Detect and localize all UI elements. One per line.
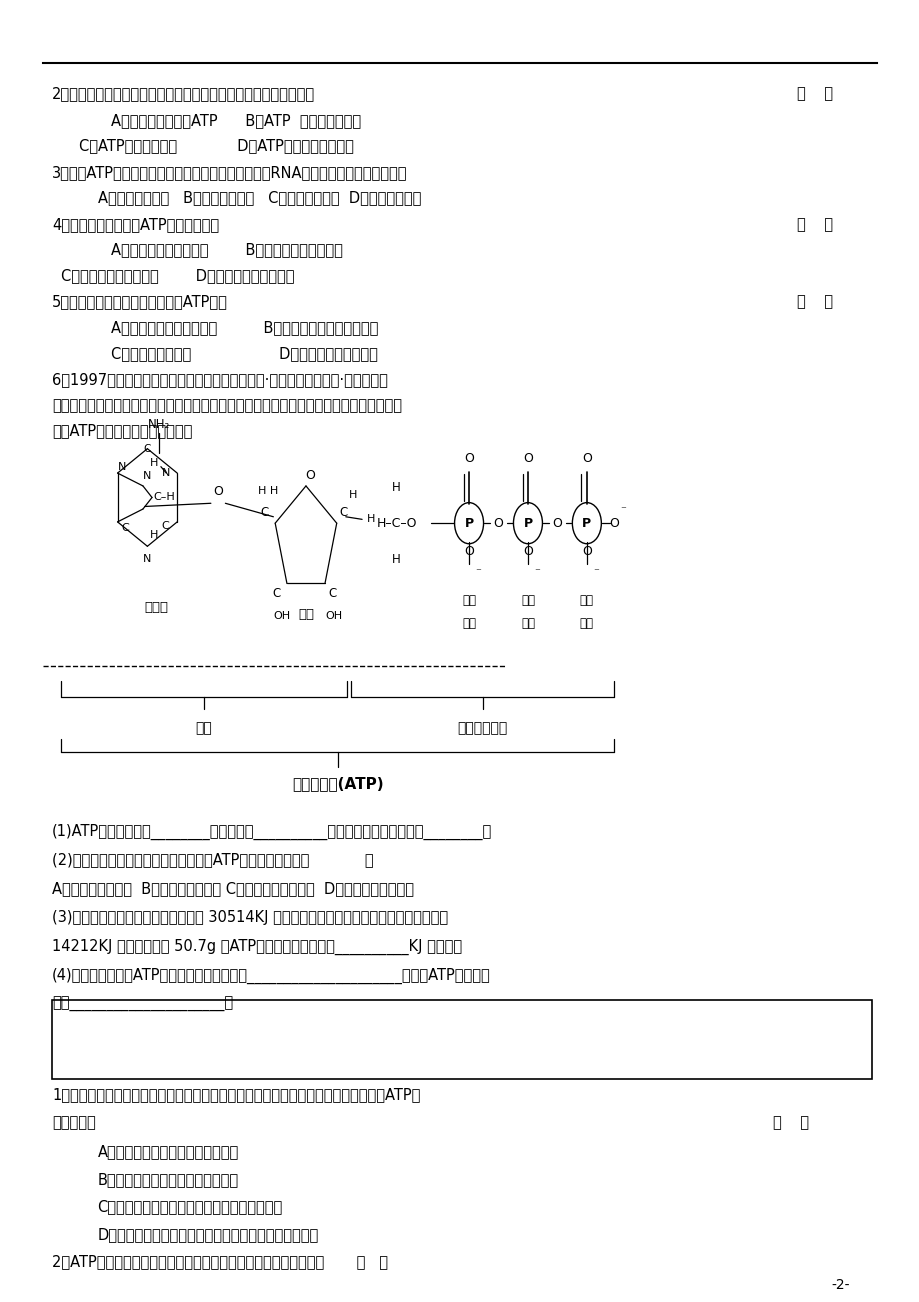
Text: NH₂: NH₂: [148, 418, 170, 431]
Text: D．通过糖类、脂肪、蛋白质转换成其他各种形式的能量: D．通过糖类、脂肪、蛋白质转换成其他各种形式的能量: [97, 1226, 319, 1242]
Text: 腺苷: 腺苷: [196, 721, 212, 736]
Text: 磷酸: 磷酸: [461, 594, 475, 607]
Bar: [52, 1000, 871, 1079]
Text: C、小肠吸收氨基酸                   D、神经冲动在中枢传导: C、小肠吸收氨基酸 D、神经冲动在中枢传导: [111, 346, 378, 361]
Text: ⁻: ⁻: [475, 566, 481, 577]
Text: A、太阳能、糖类、ATP      B、ATP  、脂肪、太阳能: A、太阳能、糖类、ATP B、ATP 、脂肪、太阳能: [111, 113, 361, 128]
Text: H: H: [367, 514, 375, 525]
Text: C、光合作用、主动运输        D、光合作用、呼吸作用: C、光合作用、主动运输 D、光合作用、呼吸作用: [62, 268, 294, 284]
Text: C: C: [328, 587, 336, 600]
Text: C: C: [143, 444, 151, 453]
Text: N: N: [118, 462, 126, 471]
Text: C: C: [260, 506, 268, 519]
Text: 腺嘌呤: 腺嘌呤: [144, 602, 168, 615]
Text: OH: OH: [274, 611, 290, 621]
Text: P: P: [582, 517, 591, 530]
Text: C．通过糖类、脂肪转换成其他各种形式的能量: C．通过糖类、脂肪转换成其他各种形式的能量: [97, 1199, 282, 1215]
Text: O: O: [463, 546, 473, 559]
Text: O: O: [552, 517, 562, 530]
Text: (1)ATP的分了简式为________，化学式为__________，图中虚线部分的名称是________。: (1)ATP的分了简式为________，化学式为__________，图中虚线…: [52, 824, 492, 840]
Text: 酸（ATP）的其中一种结构如下：: 酸（ATP）的其中一种结构如下：: [52, 423, 192, 439]
Text: OH: OH: [325, 611, 342, 621]
Text: A、腺嘌呤核苷酸   B、鸟嘌呤核苷酸   C、胞嘧啶核苷酸  D、尿嘧啶核苷酸: A、腺嘌呤核苷酸 B、鸟嘌呤核苷酸 C、胞嘧啶核苷酸 D、尿嘧啶核苷酸: [97, 190, 421, 206]
Text: A．直接转化成其他各种形式的能量: A．直接转化成其他各种形式的能量: [97, 1144, 239, 1159]
Text: （    ）: （ ）: [796, 294, 833, 310]
Text: (2)在绿色植物体的叶肉细胞内，能产生ATP的一组细胞器是（            ）: (2)在绿色植物体的叶肉细胞内，能产生ATP的一组细胞器是（ ）: [52, 853, 373, 867]
Text: ⁻: ⁻: [534, 566, 539, 577]
Text: N: N: [162, 469, 170, 478]
Text: ⁻: ⁻: [619, 505, 625, 516]
Text: B．间接转换成其他各种形式的能量: B．间接转换成其他各种形式的能量: [97, 1172, 238, 1186]
Text: 14212KJ 的能量，如有 50.7g 的ATP完全水解，则能放出__________KJ 的能量。: 14212KJ 的能量，如有 50.7g 的ATP完全水解，则能放出______…: [52, 939, 462, 956]
Text: 1．生物体内由于各种酶作为生物催化剂，同时又有细胞中生物膜系统的存在，因此，ATP中: 1．生物体内由于各种酶作为生物催化剂，同时又有细胞中生物膜系统的存在，因此，AT…: [52, 1087, 420, 1101]
Text: O: O: [523, 546, 532, 559]
Text: O: O: [463, 453, 473, 465]
Text: H: H: [150, 530, 159, 540]
Text: 2．生物体进行生命活动所需直接能源、主要能源和最终能源依次是: 2．生物体进行生命活动所需直接能源、主要能源和最终能源依次是: [52, 86, 315, 102]
Text: 磷酸: 磷酸: [520, 594, 534, 607]
Text: （    ）: （ ）: [796, 217, 833, 232]
Text: A、呼吸作用、渗透作用        B、呼吸作用、蒸腾作用: A、呼吸作用、渗透作用 B、呼吸作用、蒸腾作用: [111, 242, 343, 258]
Text: O: O: [582, 453, 591, 465]
Text: 的能量可以: 的能量可以: [52, 1115, 96, 1130]
Text: 三磷酸腺苷(ATP): 三磷酸腺苷(ATP): [291, 776, 383, 792]
Text: C: C: [339, 506, 347, 519]
Text: -2-: -2-: [831, 1279, 849, 1293]
Text: H–C–O: H–C–O: [376, 517, 416, 530]
Text: N: N: [143, 555, 152, 564]
Text: 4．高等植物体内产生ATP的生理过程有: 4．高等植物体内产生ATP的生理过程有: [52, 217, 219, 232]
Text: N: N: [143, 470, 152, 480]
Text: C: C: [162, 521, 169, 531]
Text: 基团: 基团: [520, 617, 534, 630]
Text: O: O: [523, 453, 532, 465]
Text: 构有_____________________。: 构有_____________________。: [52, 997, 233, 1012]
Text: P: P: [464, 517, 473, 530]
Text: O: O: [305, 469, 315, 482]
Text: （    ）: （ ）: [772, 1115, 808, 1130]
Text: (4)在绿色植物体内ATP合成所需能量的来源有_____________________，产生ATP的细胞结: (4)在绿色植物体内ATP合成所需能量的来源有_________________…: [52, 969, 491, 984]
Text: A、核糖体上合成血红蛋白          B、在肺泡表面进行气体交换: A、核糖体上合成血红蛋白 B、在肺泡表面进行气体交换: [111, 320, 378, 336]
Text: H: H: [391, 552, 401, 565]
Text: H H: H H: [257, 486, 278, 496]
Text: O: O: [213, 486, 222, 499]
Text: 3．如果ATP脱运河去了两个磷酸基，该物质就是组成RNA的基本单位之一，称为（）: 3．如果ATP脱运河去了两个磷酸基，该物质就是组成RNA的基本单位之一，称为（）: [52, 165, 407, 180]
Text: O: O: [582, 546, 591, 559]
Text: 三个磷酸基团: 三个磷酸基团: [457, 721, 507, 736]
Text: 核糖: 核糖: [298, 608, 313, 621]
Text: 磷酸: 磷酸: [579, 594, 593, 607]
Text: 5．下列生理过程中，不需要消耗ATP的是: 5．下列生理过程中，不需要消耗ATP的是: [52, 294, 228, 310]
Text: O: O: [493, 517, 503, 530]
Text: (3)每摩尔高能磷酸键水解时可释放出 30514KJ 的能量，而每摩尔低能磷酸键水解时只能释放: (3)每摩尔高能磷酸键水解时可释放出 30514KJ 的能量，而每摩尔低能磷酸键…: [52, 910, 448, 926]
Text: A、核糖体和线粒体  B、线粒体和叶绿体 C、叶绿体和高尔基体  D、核糖体和高尔基体: A、核糖体和线粒体 B、线粒体和叶绿体 C、叶绿体和高尔基体 D、核糖体和高尔基…: [52, 881, 414, 897]
Text: 基团: 基团: [461, 617, 475, 630]
Text: C: C: [120, 523, 129, 534]
Text: H: H: [348, 490, 357, 500]
Text: C: C: [272, 587, 280, 600]
Text: 6．1997年诺贝尔化学奖的一半授予了美国的保罗·博耶和英国的约翰·沃克，以表: 6．1997年诺贝尔化学奖的一半授予了美国的保罗·博耶和英国的约翰·沃克，以表: [52, 372, 388, 387]
Text: H: H: [391, 480, 401, 493]
Text: H: H: [150, 458, 159, 467]
Text: 彰他们在研究腺苷三磷酸合成酶如何利用能量进行自身再生方面取得的成就。已知腺苷三磷: 彰他们在研究腺苷三磷酸合成酶如何利用能量进行自身再生方面取得的成就。已知腺苷三磷: [52, 398, 402, 413]
Text: C–H: C–H: [153, 492, 175, 503]
Text: ⁻: ⁻: [593, 566, 598, 577]
Text: 基团: 基团: [579, 617, 593, 630]
Text: O: O: [608, 517, 618, 530]
Text: 2．ATP分子在细胞内能够释放与贮存能量，从结构上看，其原因是       （   ）: 2．ATP分子在细胞内能够释放与贮存能量，从结构上看，其原因是 （ ）: [52, 1255, 388, 1269]
Text: C、ATP、糖类、脂肪             D、ATP、葡萄糖、太阳能: C、ATP、糖类、脂肪 D、ATP、葡萄糖、太阳能: [79, 138, 354, 154]
Text: （    ）: （ ）: [796, 86, 833, 102]
Text: P: P: [523, 517, 532, 530]
